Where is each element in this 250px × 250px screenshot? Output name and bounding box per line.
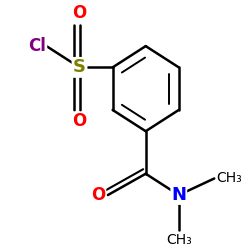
Text: S: S: [73, 58, 86, 76]
Text: CH₃: CH₃: [216, 172, 242, 185]
Text: N: N: [171, 186, 186, 204]
Text: O: O: [72, 4, 87, 22]
Text: Cl: Cl: [28, 37, 46, 55]
Text: CH₃: CH₃: [166, 233, 192, 247]
Text: O: O: [72, 112, 87, 130]
Text: O: O: [91, 186, 106, 204]
